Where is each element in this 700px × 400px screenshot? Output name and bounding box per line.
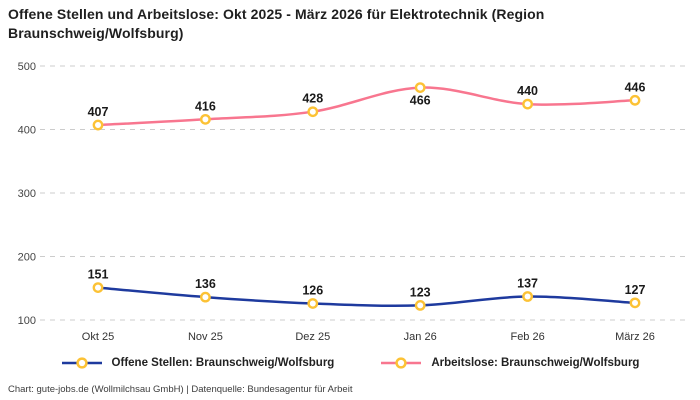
svg-text:Nov 25: Nov 25: [188, 331, 223, 343]
svg-text:März 26: März 26: [615, 331, 655, 343]
svg-text:428: 428: [302, 92, 323, 106]
svg-text:200: 200: [18, 252, 36, 264]
svg-text:100: 100: [18, 315, 36, 327]
svg-text:416: 416: [195, 99, 216, 113]
legend-item-arbeitslose: Arbeitslose: Braunschweig/Wolfsburg: [380, 356, 639, 370]
svg-text:466: 466: [410, 94, 431, 108]
svg-text:137: 137: [517, 277, 538, 291]
svg-text:407: 407: [88, 105, 109, 119]
chart-title: Offene Stellen und Arbeitslose: Okt 2025…: [8, 6, 545, 42]
svg-text:123: 123: [410, 285, 431, 299]
svg-text:400: 400: [18, 125, 36, 137]
legend-label-offene-stellen: Offene Stellen: Braunschweig/Wolfsburg: [111, 357, 335, 369]
svg-text:Jan 26: Jan 26: [404, 331, 437, 343]
attribution-text: Chart: gute-jobs.de (Wollmilchsau GmbH) …: [8, 384, 353, 395]
svg-text:Okt 25: Okt 25: [82, 331, 114, 343]
line-chart-plot: 100 200 300 400 500 Okt 25 Nov 25 Dez 25 Jan 26 F…: [18, 61, 686, 343]
svg-text:446: 446: [625, 80, 646, 94]
svg-text:440: 440: [517, 84, 538, 98]
legend: Offene Stellen: Braunschweig/Wolfsburg A…: [0, 356, 700, 370]
svg-text:300: 300: [18, 188, 36, 200]
legend-line-circle-icon: [61, 357, 102, 369]
svg-text:126: 126: [302, 283, 323, 297]
svg-text:500: 500: [18, 61, 36, 73]
svg-text:127: 127: [625, 283, 646, 297]
svg-text:Feb 26: Feb 26: [510, 331, 544, 343]
legend-label-arbeitslose: Arbeitslose: Braunschweig/Wolfsburg: [431, 357, 640, 369]
svg-text:151: 151: [88, 268, 109, 282]
legend-item-offene-stellen: Offene Stellen: Braunschweig/Wolfsburg: [61, 356, 335, 370]
svg-text:136: 136: [195, 277, 216, 291]
svg-text:Dez 25: Dez 25: [295, 331, 330, 343]
legend-line-circle-icon: [381, 357, 422, 369]
